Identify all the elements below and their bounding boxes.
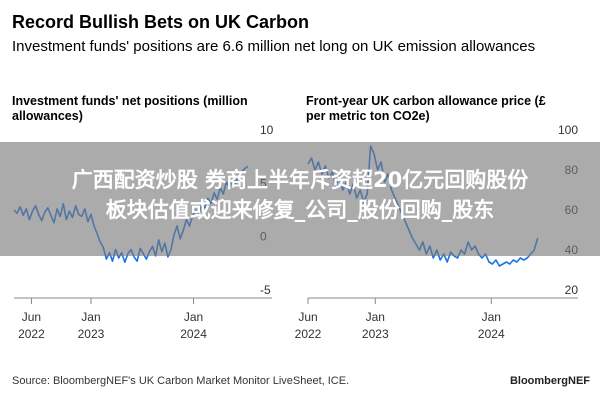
left-x-tick-year: 2023 — [78, 327, 105, 341]
left-y-tick-label: -5 — [260, 283, 271, 297]
left-x-tick-month: Jan — [184, 310, 203, 324]
right-x-tick-month: Jun — [298, 310, 317, 324]
right-x-tick-month: Jan — [482, 310, 501, 324]
overlay-headline[interactable]: 广西配资炒股 券商上半年斥资超20亿元回购股份 板块估值或迎来修复_公司_股份回… — [0, 165, 600, 225]
right-y-tick-label: 20 — [565, 283, 579, 297]
left-x-tick-year: 2024 — [180, 327, 207, 341]
right-x-tick-month: Jan — [366, 310, 385, 324]
overlay-line-2: 板块估值或迎来修复_公司_股份回购_股东 — [105, 198, 495, 222]
overlay-banner — [0, 142, 600, 256]
brand-logo: BloombergNEF — [509, 375, 590, 387]
right-y-tick-label: 100 — [558, 123, 578, 137]
left-panel-title: Investment funds' net positions (million… — [12, 94, 248, 123]
source-note: Source: BloombergNEF's UK Carbon Market … — [12, 375, 350, 387]
left-x-tick-year: 2022 — [18, 327, 45, 341]
left-y-tick-label: 10 — [260, 123, 274, 137]
chart-title: Record Bullish Bets on UK Carbon — [12, 12, 310, 32]
left-x-tick-month: Jun — [22, 310, 41, 324]
overlay-line-1: 广西配资炒股 券商上半年斥资超20亿元回购股份 — [71, 168, 529, 192]
right-panel-title: Front-year UK carbon allowance price (£ … — [306, 94, 546, 123]
right-x-tick-year: 2024 — [478, 327, 505, 341]
chart-subtitle: Investment funds' positions are 6.6 mill… — [12, 38, 536, 55]
right-x-tick-year: 2022 — [295, 327, 322, 341]
left-x-tick-month: Jan — [81, 310, 100, 324]
right-x-tick-year: 2023 — [362, 327, 389, 341]
